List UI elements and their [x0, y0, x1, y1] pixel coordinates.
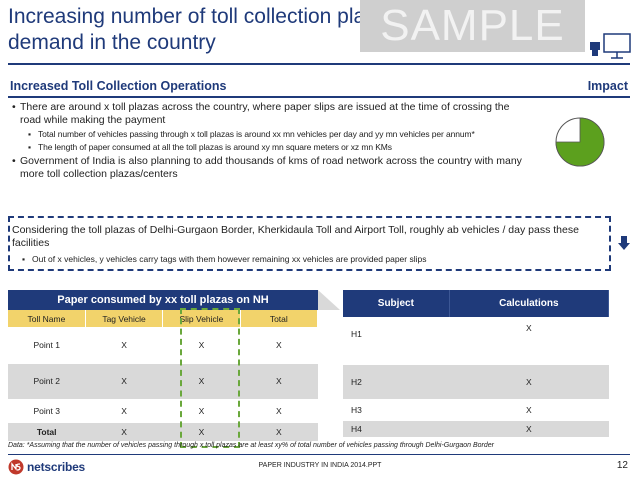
- paper-consumption-table: Paper consumed by xx toll plazas on NH T…: [8, 290, 319, 442]
- table-cell: X: [240, 327, 318, 364]
- table-cell: X: [85, 363, 163, 400]
- netscribes-logo: netscribes: [8, 458, 85, 476]
- column-header: Toll Name: [8, 310, 86, 327]
- calculations-table: Subject Calculations H1 X H2 X H3 X H4 X: [343, 290, 610, 439]
- column-header: Total: [240, 310, 319, 327]
- section-heading-impact: Impact: [587, 79, 628, 93]
- table-cell: X: [162, 363, 241, 400]
- sub-bullet-item: Total number of vehicles passing through…: [20, 129, 532, 140]
- sub-bullet-item: The length of paper consumed at all the …: [20, 142, 532, 153]
- table-row: Point 1 X X X: [8, 327, 318, 364]
- page-number: 12: [616, 460, 628, 471]
- table-title: Paper consumed by xx toll plazas on NH: [8, 290, 318, 310]
- logo-text: netscribes: [27, 460, 86, 474]
- bullet-item: Government of India is also planning to …: [12, 155, 532, 181]
- table-row: H1 X: [343, 317, 609, 365]
- presentation-screen-icon: [590, 33, 631, 59]
- table-cell: Total: [8, 422, 86, 442]
- footer-document-name: PAPER INDUSTRY IN INDIA 2014.PPT: [258, 462, 382, 469]
- table-cell: H1: [343, 317, 450, 365]
- table-cell: X: [85, 399, 163, 423]
- table-cell: H2: [343, 364, 450, 401]
- table-cell: X: [240, 399, 318, 423]
- table-row-total: Total X X X: [8, 422, 318, 442]
- table-cell: H4: [343, 420, 450, 439]
- section-header: Increased Toll Collection Operations Imp…: [8, 78, 630, 98]
- arrow-down-icon: [618, 236, 630, 250]
- table-cell: X: [162, 399, 241, 423]
- table-cell: X: [85, 422, 163, 442]
- table-row: H3 X: [343, 400, 609, 421]
- table-cell: X: [240, 363, 318, 400]
- table-row: H2 X: [343, 364, 609, 401]
- table-row: Point 2 X X X: [8, 363, 318, 400]
- table-cell: X: [162, 327, 241, 364]
- table-cell: X: [162, 422, 241, 442]
- title-divider: [8, 63, 630, 65]
- footer-divider: [8, 454, 630, 455]
- column-header: Slip Vehicle: [162, 310, 241, 327]
- table-row: H4 X: [343, 420, 609, 439]
- column-header: Tag Vehicle: [85, 310, 164, 327]
- bullet-list: There are around x toll plazas across th…: [12, 101, 532, 183]
- table-cell: X: [449, 400, 609, 421]
- table-cell: H3: [343, 400, 450, 421]
- table-cell: Point 1: [8, 327, 86, 364]
- source-note: Data: *Assuming that the number of vehic…: [8, 442, 494, 449]
- section-heading-operations: Increased Toll Collection Operations: [10, 79, 227, 93]
- table-cell: Point 3: [8, 399, 86, 423]
- bullet-item: There are around x toll plazas across th…: [12, 101, 532, 127]
- table-row: Point 3 X X X: [8, 399, 318, 423]
- table-cell: X: [449, 420, 609, 439]
- table-cell: Point 2: [8, 363, 86, 400]
- impact-fill: [555, 117, 605, 167]
- table-title-corner-decoration: [318, 290, 340, 310]
- table-cell: X: [449, 364, 609, 401]
- column-header: Calculations: [449, 290, 610, 317]
- column-header: Subject: [343, 290, 450, 317]
- callout-text: Considering the toll plazas of Delhi-Gur…: [12, 224, 579, 249]
- callout-sub-bullet: Out of x vehicles, y vehicles carry tags…: [22, 254, 426, 265]
- table-cell: X: [240, 422, 318, 442]
- impact-harvey-ball-icon: [555, 117, 605, 167]
- sample-watermark: SAMPLE: [360, 0, 585, 52]
- netscribes-logo-icon: [8, 459, 24, 475]
- table-cell: X: [85, 327, 163, 364]
- table-cell: X: [449, 317, 609, 365]
- callout-box: Considering the toll plazas of Delhi-Gur…: [8, 216, 611, 271]
